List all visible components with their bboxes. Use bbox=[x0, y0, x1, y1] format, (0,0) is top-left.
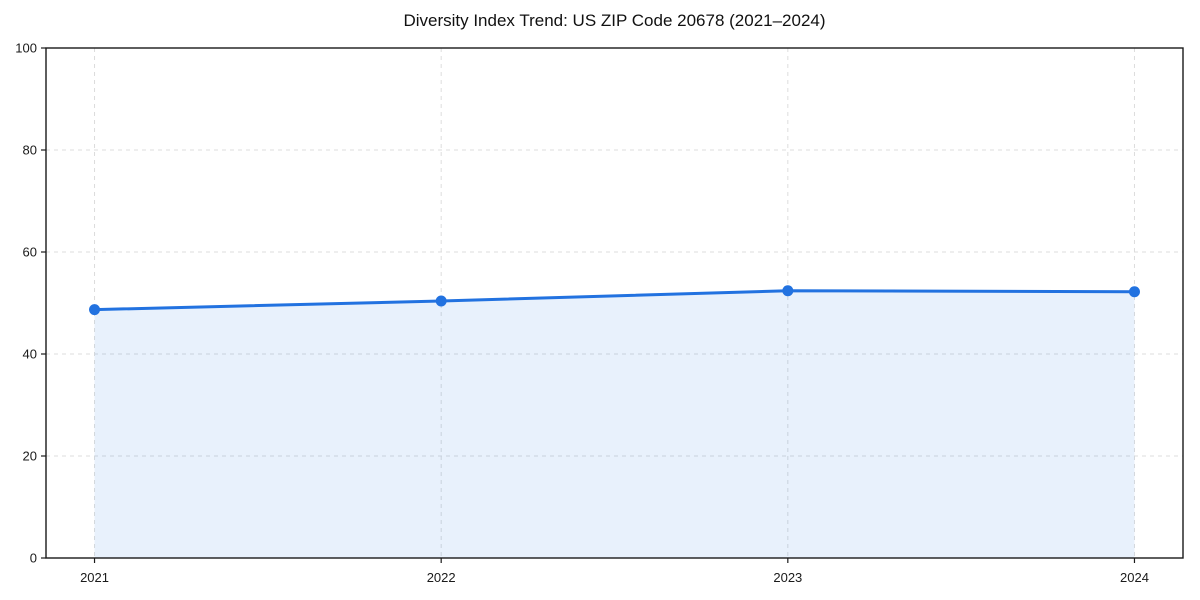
y-tick-label: 20 bbox=[23, 449, 37, 464]
trend-area bbox=[94, 290, 1135, 558]
y-tick-label: 0 bbox=[30, 551, 37, 566]
x-tick-label: 2022 bbox=[427, 570, 456, 585]
y-tick-label: 40 bbox=[23, 347, 37, 362]
data-point-marker bbox=[1128, 286, 1140, 298]
plot-frame bbox=[45, 47, 1184, 559]
y-tick-label: 60 bbox=[23, 245, 37, 260]
data-point-marker bbox=[89, 304, 101, 316]
x-tick-label: 2024 bbox=[1120, 570, 1149, 585]
y-tick-label: 100 bbox=[15, 41, 37, 56]
data-point-marker bbox=[435, 295, 447, 307]
x-tick-label: 2021 bbox=[80, 570, 109, 585]
y-tick-label: 80 bbox=[23, 143, 37, 158]
chart-title: Diversity Index Trend: US ZIP Code 20678… bbox=[403, 11, 826, 30]
trend-line bbox=[93, 289, 1136, 312]
data-point-marker bbox=[782, 285, 794, 297]
x-tick-label: 2023 bbox=[773, 570, 802, 585]
